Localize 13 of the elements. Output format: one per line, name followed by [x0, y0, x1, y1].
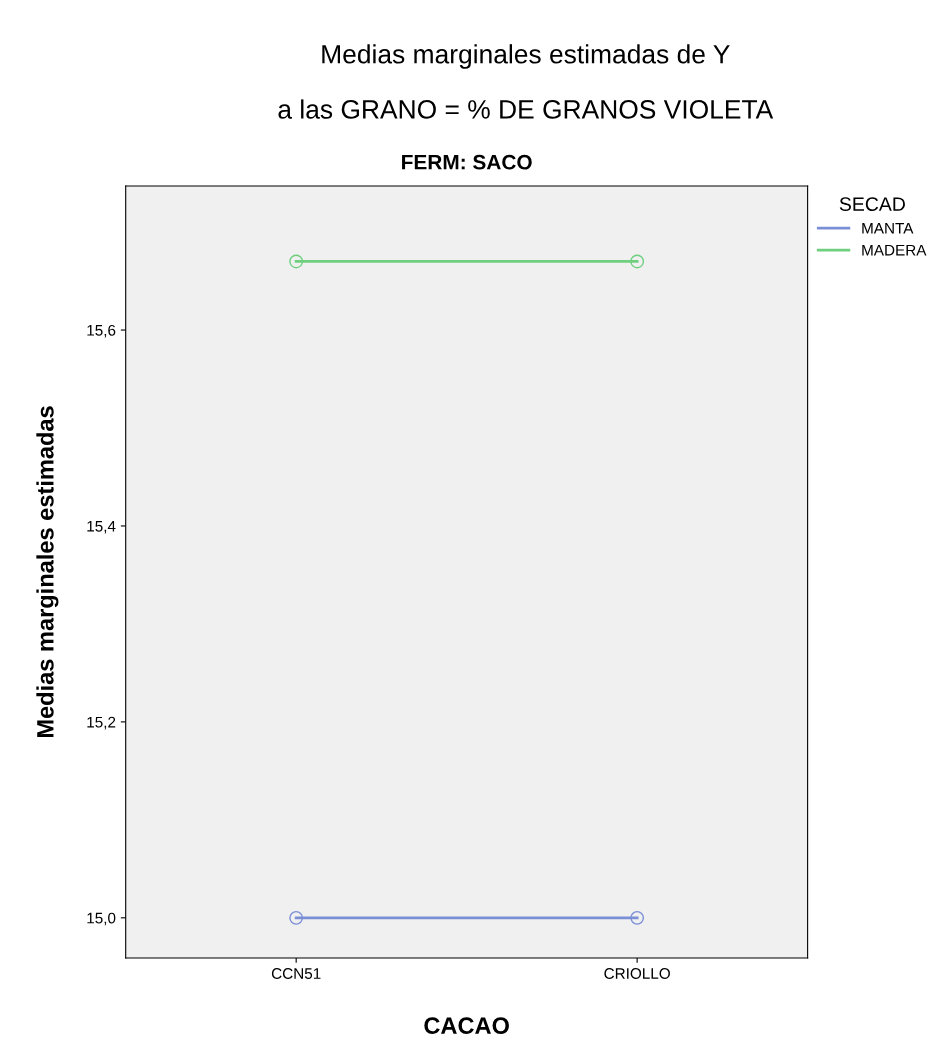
y-tick-label: 15,0 — [87, 912, 116, 926]
chart-subtitle: FERM: SACO — [402, 154, 532, 170]
y-tick-label: 15,2 — [87, 716, 116, 730]
x-tick-label: CCN51 — [271, 968, 321, 979]
chart-title: Medias marginales estimadas de Y a las GRANO = % DE GRANOS VIOLETA — [278, 44, 774, 119]
legend-label: MANTA — [862, 223, 914, 234]
y-axis-title: Medias marginales estimadas — [36, 406, 59, 738]
x-tick-label: CRIOLLO — [604, 968, 670, 979]
x-axis-title: CACAO — [424, 1017, 509, 1035]
y-tick-label: 15,6 — [87, 324, 116, 338]
legend-title: SECAD — [839, 197, 905, 211]
y-tick-label: 15,4 — [87, 520, 116, 534]
legend-label: MADERA — [862, 244, 927, 256]
